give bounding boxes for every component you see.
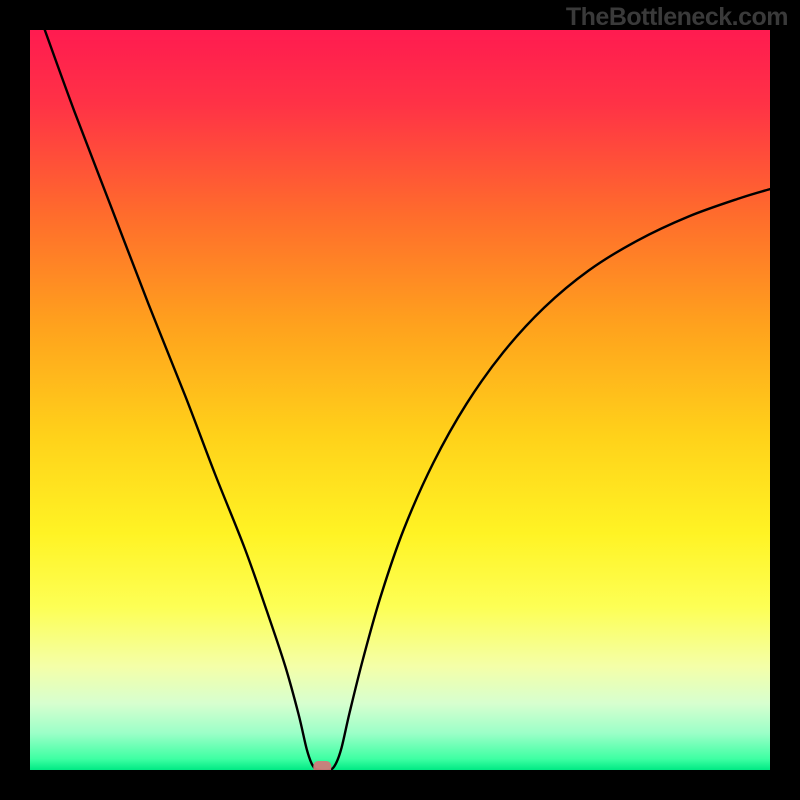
chart-svg	[0, 0, 800, 800]
chart-root: TheBottleneck.com	[0, 0, 800, 800]
plot-background	[30, 30, 770, 770]
